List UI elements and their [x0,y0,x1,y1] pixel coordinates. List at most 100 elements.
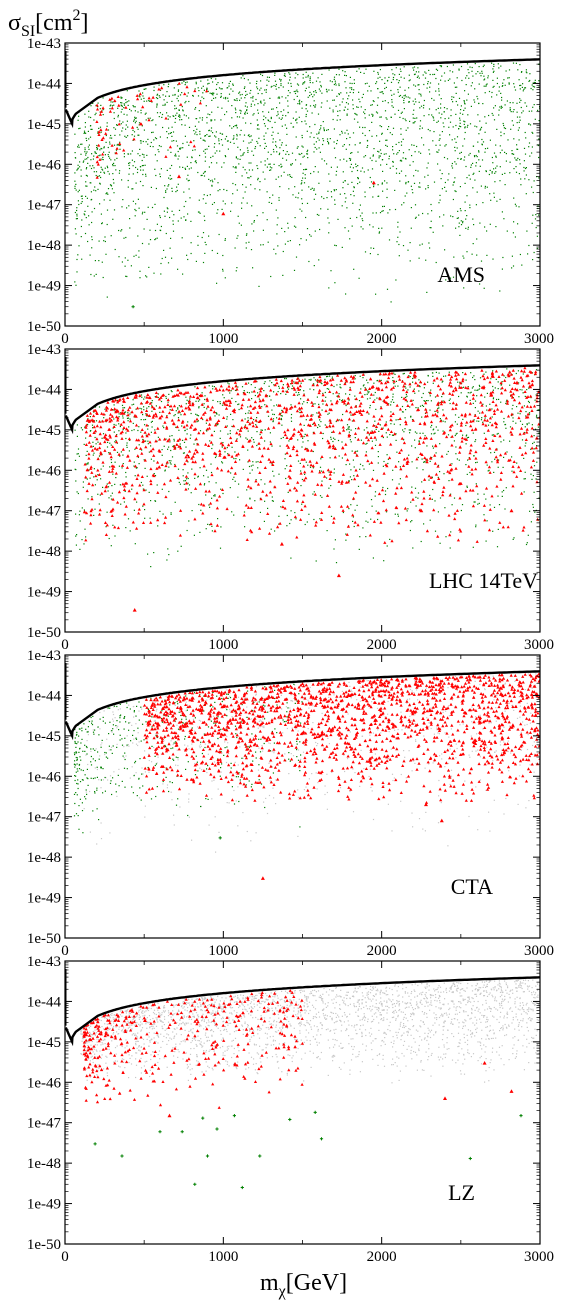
data-point [391,101,393,103]
data-point [292,117,294,119]
data-point [336,373,340,377]
data-point [425,400,428,402]
data-point [278,515,280,517]
data-point [109,407,113,411]
data-point [429,227,431,229]
data-point [432,231,434,233]
data-point [464,102,466,104]
data-point [476,254,478,256]
data-point [385,86,387,88]
data-point [248,528,253,532]
data-point [175,443,179,446]
data-point [454,421,456,423]
data-point [423,461,426,463]
data-point [382,159,384,161]
data-point [521,384,526,388]
data-point [208,416,212,419]
data-point [185,403,187,405]
data-point [464,121,466,123]
data-point [477,71,479,73]
data-point [288,440,290,442]
data-point [392,396,394,398]
data-point [321,496,323,498]
data-point [117,114,119,116]
data-point [154,500,157,502]
data-point [217,182,219,184]
data-point [456,147,458,149]
data-point [472,173,474,175]
data-point [530,379,534,383]
data-point [107,480,112,484]
data-point [523,88,525,90]
data-point [453,181,455,184]
data-point [464,210,466,212]
data-point [454,373,458,377]
data-point [413,388,415,390]
data-point [259,433,261,436]
data-point [233,135,235,137]
data-point [154,154,156,156]
data-point [225,96,227,99]
data-point [466,195,468,197]
data-point [127,437,131,441]
data-point [458,385,460,387]
data-point [408,429,410,431]
data-point [97,474,99,476]
data-point [464,156,466,158]
data-point [151,131,153,134]
data-point [312,431,316,435]
data-point [523,491,525,493]
data-point [428,108,431,110]
data-point [318,379,320,381]
data-point [186,178,188,180]
data-point [368,391,370,393]
data-point [397,236,399,238]
data-point [199,133,201,135]
data-point [333,548,335,550]
data-point [243,511,246,513]
data-point [131,404,133,406]
data-point [217,423,219,426]
data-point [77,167,79,169]
data-point [434,410,436,412]
data-point [423,478,427,481]
data-point [90,273,92,276]
data-point [383,560,385,562]
data-point [97,132,99,134]
data-point [459,112,461,114]
data-point [320,382,322,384]
data-point [513,387,517,391]
data-point [143,228,145,230]
data-point [259,497,261,499]
data-point [353,477,357,481]
data-point [264,440,266,442]
data-point [263,115,265,117]
data-point [211,530,213,532]
data-point [101,148,103,150]
data-point [361,409,365,412]
data-point [93,452,95,454]
data-point [159,216,161,219]
data-point [110,461,113,464]
data-point [362,228,364,230]
data-point [331,81,333,83]
data-point [349,159,351,161]
data-point [423,523,425,525]
data-point [215,506,219,510]
data-point [353,475,355,477]
data-point [84,122,86,124]
data-point [348,480,350,482]
data-point [207,90,209,92]
data-point [533,448,535,450]
data-point [427,185,429,187]
data-point [112,178,114,181]
data-point [538,177,540,179]
data-point [97,188,99,190]
data-point [203,150,205,152]
data-point [221,462,224,464]
data-point [378,231,381,233]
data-point [262,111,264,113]
data-point [172,445,174,448]
data-point [113,431,115,433]
data-point [424,400,426,402]
